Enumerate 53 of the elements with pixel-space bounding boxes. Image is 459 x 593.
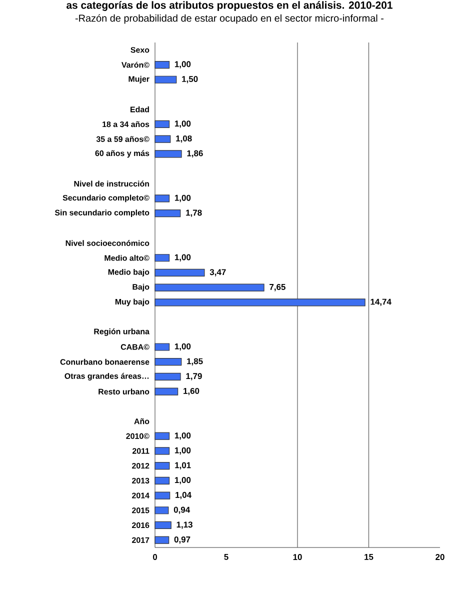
x-tick-label: 20 (436, 554, 444, 560)
bar (154, 60, 170, 69)
bar (154, 150, 182, 158)
data-label: 7,65 (270, 284, 286, 292)
x-tick-label: 10 (293, 554, 302, 560)
data-label: 1,00 (174, 477, 191, 484)
data-label: 0,94 (174, 506, 190, 514)
x-tick-label: 5 (224, 554, 228, 560)
bar (154, 476, 170, 484)
bar (154, 536, 170, 544)
data-label: 1,04 (176, 492, 192, 500)
x-tick-label: 0 (152, 554, 158, 560)
bar (154, 343, 170, 351)
data-label: 1,86 (187, 150, 203, 158)
bar (154, 432, 170, 440)
data-label: 1,13 (176, 522, 192, 529)
bar (154, 194, 170, 202)
bar (154, 268, 205, 277)
data-label: 1,00 (174, 432, 191, 440)
bar (154, 388, 178, 396)
data-label: 1,01 (175, 462, 191, 470)
data-label: 1,50 (182, 76, 198, 84)
bar (154, 284, 264, 292)
data-label: 1,00 (174, 447, 191, 455)
data-label: 1,00 (174, 343, 191, 351)
bar (154, 135, 171, 143)
data-label: 1,79 (186, 373, 202, 380)
data-label: 1,00 (174, 61, 191, 68)
bar (154, 492, 170, 500)
bar (154, 254, 170, 262)
bar (154, 210, 181, 218)
bar (154, 506, 169, 514)
bar (154, 298, 366, 306)
data-label: 1,78 (186, 210, 202, 217)
data-label: 1,08 (176, 135, 192, 143)
bar (154, 120, 170, 128)
data-label: 1,60 (184, 388, 200, 396)
x-tick-label: 15 (364, 554, 374, 560)
data-label: 1,85 (187, 358, 203, 366)
data-label: 0,97 (174, 536, 190, 544)
bar (154, 447, 170, 455)
data-label: 1,00 (174, 194, 191, 202)
bar (154, 521, 172, 530)
bar (154, 76, 177, 84)
bar (154, 358, 182, 366)
data-label: 3,47 (210, 269, 226, 276)
data-label: 1,00 (174, 254, 191, 262)
data-label: 14,74 (370, 298, 392, 306)
data-label: 1,00 (174, 120, 191, 128)
chart-title: as categorías de los atributos propuestos en el análisis. 2010-201 (66, 1, 392, 11)
bar (154, 372, 181, 380)
chart-subtitle: -Razón de probabilidad de estar ocupado en el sector micro-informal - (75, 14, 384, 24)
bar (154, 462, 170, 470)
